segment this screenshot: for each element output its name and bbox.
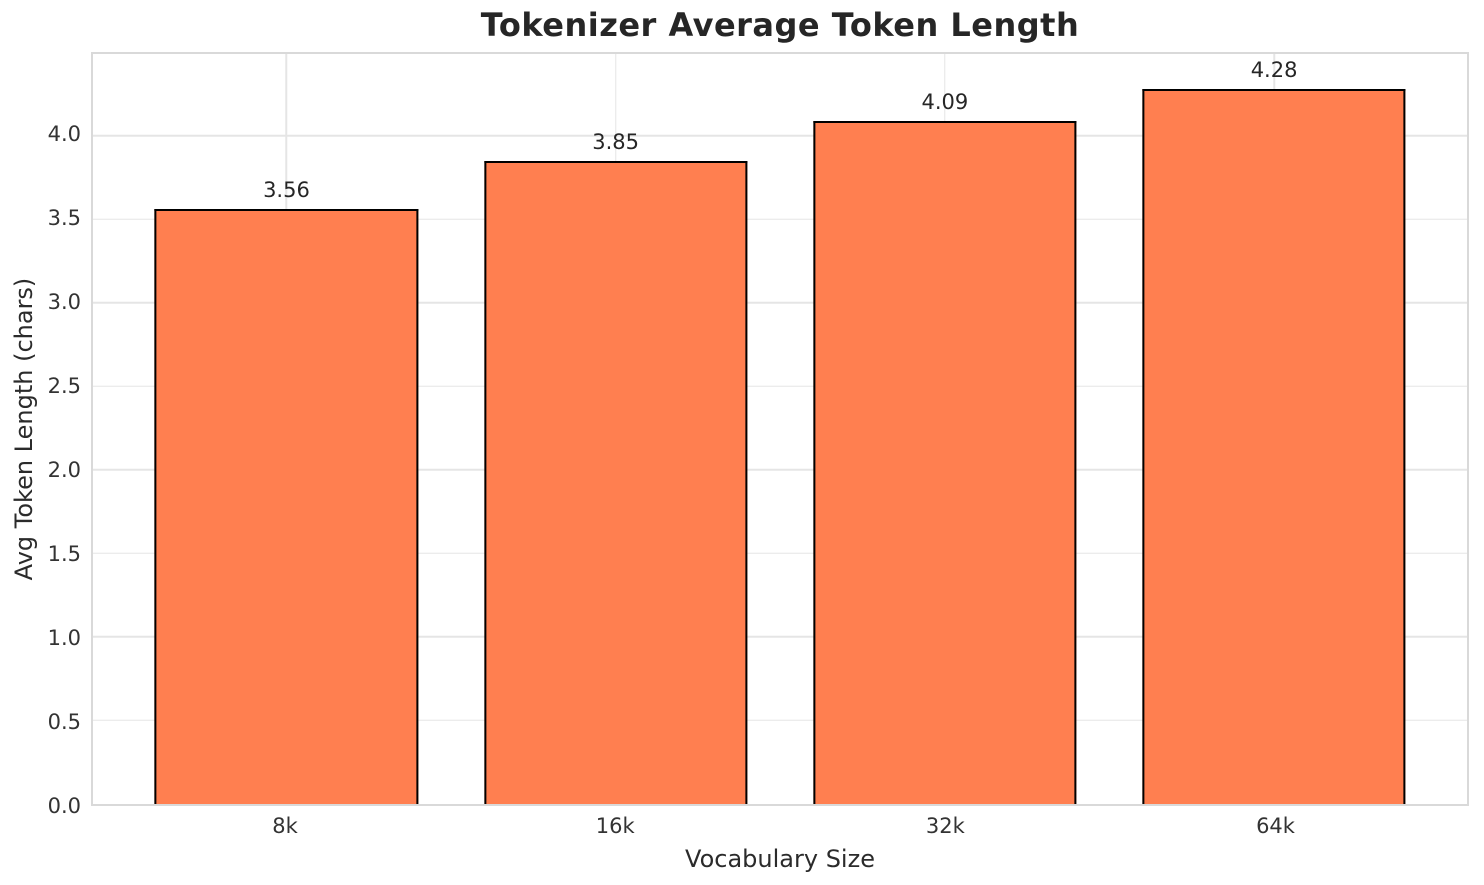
gridline-horizontal bbox=[93, 135, 1467, 137]
gridline-horizontal bbox=[93, 302, 1467, 304]
gridline-horizontal bbox=[93, 385, 1467, 388]
x-tick-label-16k: 16k bbox=[595, 814, 635, 838]
gridline-horizontal bbox=[93, 469, 1467, 471]
y-tick-label: 1.0 bbox=[47, 626, 81, 651]
y-tick-label: 3.5 bbox=[47, 206, 81, 231]
bar-value-label: 4.09 bbox=[921, 89, 969, 114]
y-tick-label: 3.0 bbox=[47, 290, 81, 315]
gridline-horizontal bbox=[93, 218, 1467, 221]
gridline-horizontal bbox=[93, 719, 1467, 722]
y-tick-label: 2.0 bbox=[47, 458, 81, 483]
y-axis-label: Avg Token Length (chars) bbox=[10, 277, 38, 581]
y-tick-label: 0.5 bbox=[47, 710, 81, 735]
bar-64k bbox=[1142, 89, 1406, 804]
y-tick-label: 2.5 bbox=[47, 374, 81, 399]
bar-value-label: 3.56 bbox=[263, 178, 310, 203]
bar-value-label: 4.28 bbox=[1250, 58, 1298, 83]
bar-32k bbox=[813, 120, 1077, 804]
x-tick-label-8k: 8k bbox=[272, 814, 298, 838]
plot-area: 3.56 3.85 4.09 4.28 bbox=[91, 52, 1469, 806]
y-tick-label: 0.0 bbox=[47, 794, 81, 818]
chart-title: Tokenizer Average Token Length bbox=[480, 6, 1080, 44]
y-tick-label: 4.0 bbox=[47, 122, 81, 147]
bar-16k bbox=[484, 160, 748, 804]
x-axis-label: Vocabulary Size bbox=[685, 845, 875, 873]
x-tick-label-32k: 32k bbox=[925, 814, 965, 838]
x-tick-label-64k: 64k bbox=[1256, 814, 1295, 838]
bar-value-label: 3.85 bbox=[592, 129, 640, 154]
bar-8k bbox=[154, 209, 419, 804]
y-tick-label: 1.5 bbox=[47, 542, 81, 567]
gridline-horizontal bbox=[93, 552, 1467, 555]
gridline-horizontal bbox=[93, 636, 1467, 638]
